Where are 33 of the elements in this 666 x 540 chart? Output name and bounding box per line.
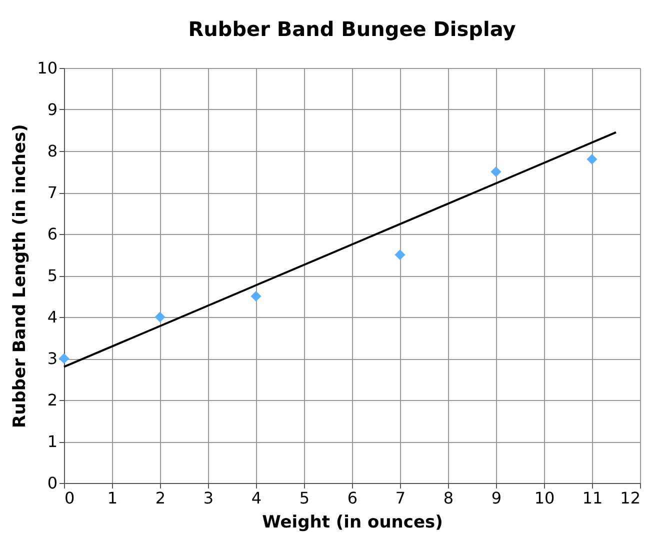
point (154, 312, 166, 322)
y-tick-label: 7 (47, 183, 58, 202)
y-tick-label: 4 (47, 308, 58, 326)
y-tick-label: 3 (47, 349, 58, 368)
y-tick-label: 8 (47, 142, 58, 160)
x-tick-label: 1 (107, 488, 118, 508)
chart-title: Rubber Band Bungee Display (188, 17, 516, 41)
y-tick-label: 10 (37, 58, 58, 78)
x-tick-label: 0 (64, 488, 75, 508)
x-tick-label: 2 (155, 488, 166, 508)
y-tick-label: 1 (47, 432, 58, 451)
x-tick-label: 11 (582, 488, 603, 508)
y-tick-label: 0 (47, 474, 58, 492)
point (490, 166, 502, 177)
x-tick-label: 9 (491, 488, 502, 508)
point (58, 353, 70, 364)
y-tick-label: 9 (47, 100, 58, 119)
point (394, 250, 406, 260)
y-tick-label: 5 (47, 266, 58, 285)
x-tick-label: 3 (203, 488, 214, 508)
x-tick-label: 6 (347, 488, 358, 508)
point (250, 291, 262, 302)
y-tick-label: 2 (47, 390, 58, 410)
x-tick-label: 10 (534, 488, 555, 508)
x-tick-label: 8 (443, 488, 454, 508)
x-axis-title: Weight (in ounces) (262, 512, 443, 532)
y-tick-label: 6 (47, 224, 58, 244)
x-tick-label: 4 (251, 488, 262, 508)
point (586, 154, 598, 165)
y-axis-title: Rubber Band Length (in inches) (10, 124, 30, 428)
x-tick-label: 7 (395, 488, 406, 508)
x-tick-label: 12 (620, 488, 640, 508)
x-tick-label: 5 (299, 488, 310, 508)
